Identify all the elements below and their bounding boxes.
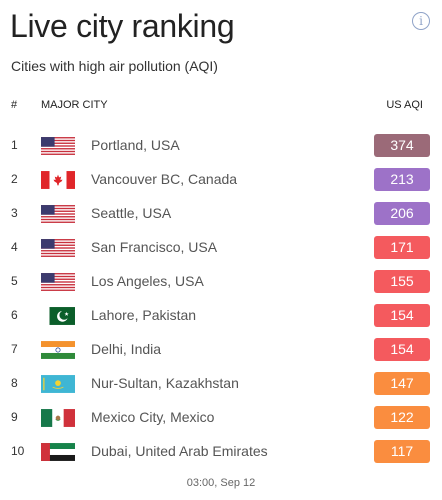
pakistan-flag-icon bbox=[41, 307, 75, 325]
ranking-header: Live city ranking Cities with high air p… bbox=[10, 4, 432, 90]
update-timestamp: 03:00, Sep 12 bbox=[186, 477, 256, 489]
rank-number: 4 bbox=[11, 240, 18, 254]
ranking-row[interactable]: 5 Los Angeles, USA 155 bbox=[0, 265, 442, 299]
ranking-row[interactable]: 7 Delhi, India 154 bbox=[0, 333, 442, 367]
page-title: Live city ranking bbox=[10, 8, 235, 44]
india-flag-icon bbox=[41, 341, 75, 359]
uae-flag-icon bbox=[41, 443, 75, 461]
ranking-row[interactable]: 10 Dubai, United Arab Emirates 117 bbox=[0, 435, 442, 469]
column-header-rank: # bbox=[11, 99, 18, 111]
city-name: Los Angeles, USA bbox=[91, 273, 204, 289]
aqi-badge: 154 bbox=[374, 338, 430, 361]
rank-number: 3 bbox=[11, 206, 18, 220]
rank-number: 6 bbox=[11, 308, 18, 322]
rank-number: 2 bbox=[11, 172, 18, 186]
aqi-badge: 122 bbox=[374, 406, 430, 429]
aqi-badge: 213 bbox=[374, 168, 430, 191]
ranking-row[interactable]: 2 Vancouver BC, Canada 213 bbox=[0, 163, 442, 197]
ranking-row[interactable]: 4 San Francisco, USA 171 bbox=[0, 231, 442, 265]
rank-number: 5 bbox=[11, 274, 18, 288]
city-name: Nur-Sultan, Kazakhstan bbox=[91, 375, 239, 391]
city-name: Delhi, India bbox=[91, 341, 162, 357]
aqi-badge: 206 bbox=[374, 202, 430, 225]
ranking-row[interactable]: 6 Lahore, Pakistan 154 bbox=[0, 299, 442, 333]
city-name: Dubai, United Arab Emirates bbox=[91, 443, 268, 459]
aqi-badge: 117 bbox=[374, 440, 430, 463]
ranking-row[interactable]: 3 Seattle, USA 206 bbox=[0, 197, 442, 231]
rank-number: 9 bbox=[11, 410, 18, 424]
city-name: Seattle, USA bbox=[91, 205, 172, 221]
us-flag-icon bbox=[41, 239, 75, 257]
city-name: Portland, USA bbox=[91, 137, 180, 153]
city-name: San Francisco, USA bbox=[91, 239, 218, 255]
column-header-aqi: US AQI bbox=[386, 99, 423, 111]
rank-number: 7 bbox=[11, 342, 18, 356]
canada-flag-icon bbox=[41, 171, 75, 189]
info-icon[interactable]: i bbox=[412, 12, 430, 30]
aqi-badge: 374 bbox=[374, 134, 430, 157]
ranking-list: 1 Portland, USA 374 2 Vancouver BC, Cana… bbox=[0, 129, 442, 469]
aqi-badge: 154 bbox=[374, 304, 430, 327]
us-flag-icon bbox=[41, 137, 75, 155]
rank-number: 1 bbox=[11, 138, 18, 152]
aqi-badge: 147 bbox=[374, 372, 430, 395]
city-name: Lahore, Pakistan bbox=[91, 307, 197, 323]
city-name: Vancouver BC, Canada bbox=[91, 171, 238, 187]
us-flag-icon bbox=[41, 205, 75, 223]
ranking-row[interactable]: 8 Nur-Sultan, Kazakhstan 147 bbox=[0, 367, 442, 401]
us-flag-icon bbox=[41, 273, 75, 291]
city-name: Mexico City, Mexico bbox=[91, 409, 215, 425]
column-header-city: MAJOR CITY bbox=[41, 99, 108, 111]
ranking-row[interactable]: 9 Mexico City, Mexico 122 bbox=[0, 401, 442, 435]
aqi-badge: 171 bbox=[374, 236, 430, 259]
mexico-flag-icon bbox=[41, 409, 75, 427]
rank-number: 8 bbox=[11, 376, 18, 390]
aqi-badge: 155 bbox=[374, 270, 430, 293]
ranking-row[interactable]: 1 Portland, USA 374 bbox=[0, 129, 442, 163]
kazakhstan-flag-icon bbox=[41, 375, 75, 393]
page-subtitle: Cities with high air pollution (AQI) bbox=[11, 58, 218, 74]
rank-number: 10 bbox=[11, 444, 25, 458]
